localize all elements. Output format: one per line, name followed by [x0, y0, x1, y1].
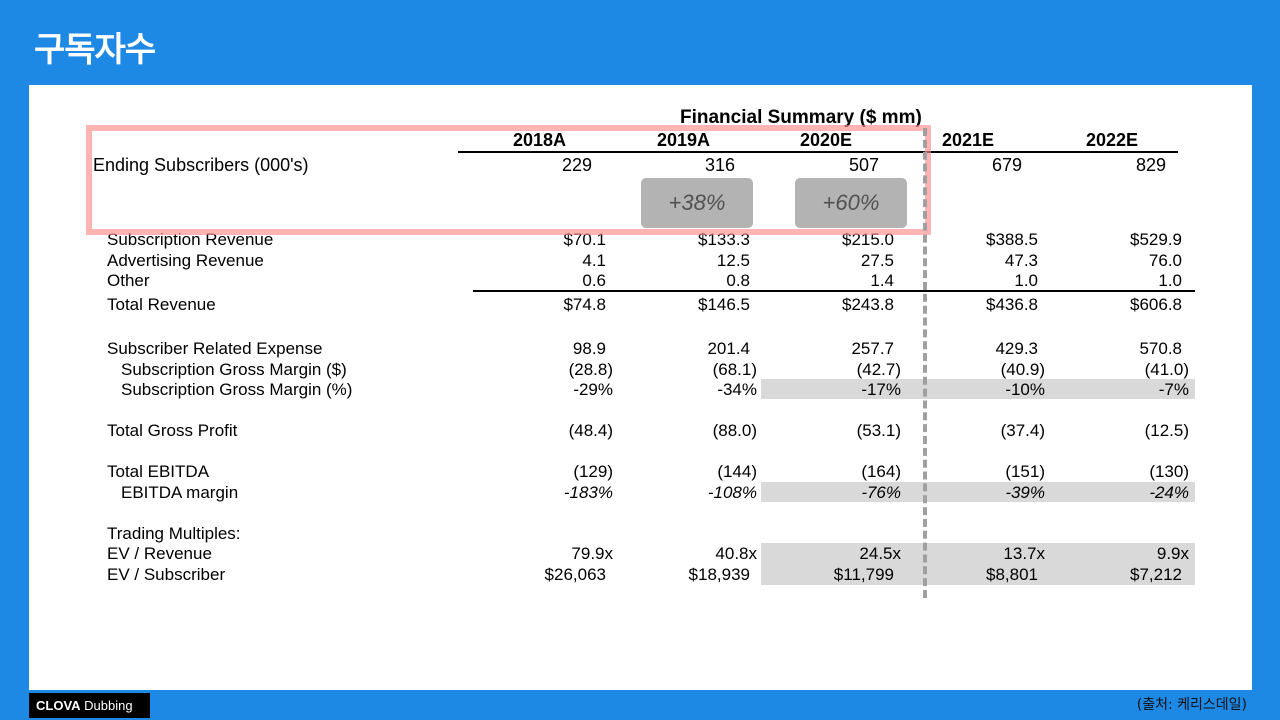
cell: (37.4) — [1000, 421, 1045, 440]
row-label-ebitda-margin: EBITDA margin — [121, 483, 239, 502]
cell: -34% — [717, 380, 757, 399]
cell: 570.8 — [1139, 339, 1182, 358]
row-label-ev-subscriber: EV / Subscriber — [107, 565, 226, 584]
row-label-total-ebitda: Total EBITDA — [107, 462, 210, 481]
row-label-total-revenue: Total Revenue — [107, 295, 216, 314]
cell: $529.9 — [1130, 230, 1182, 249]
cell: (40.9) — [1000, 360, 1045, 379]
shade-ev-multiples — [761, 543, 1195, 585]
cell: 0.8 — [726, 271, 750, 290]
cell: 12.5 — [716, 251, 750, 270]
cell: -76% — [861, 483, 901, 502]
cell: (130) — [1149, 462, 1189, 481]
row-label-advertising-revenue: Advertising Revenue — [107, 251, 264, 270]
growth-badge-2019: +38% — [641, 178, 753, 228]
cell: -183% — [563, 483, 613, 502]
row-label-gross-margin-pct: Subscription Gross Margin (%) — [121, 380, 353, 399]
cell: $146.5 — [698, 295, 750, 314]
cell: 27.5 — [860, 251, 894, 270]
cell: (28.8) — [568, 360, 613, 379]
cell: $606.8 — [1130, 295, 1182, 314]
cell: 257.7 — [851, 339, 894, 358]
subscribers-2018a: 229 — [561, 155, 592, 175]
total-revenue-rule — [473, 290, 1195, 292]
cell: -108% — [707, 483, 757, 502]
subscribers-2021e: 679 — [991, 155, 1022, 175]
cell: $436.8 — [986, 295, 1038, 314]
cell: (151) — [1005, 462, 1045, 481]
year-header-2020e: 2020E — [799, 130, 852, 150]
subscribers-2022e: 829 — [1135, 155, 1166, 175]
cell: (129) — [573, 462, 613, 481]
cell: $18,939 — [688, 565, 750, 584]
cell: -17% — [861, 380, 901, 399]
slide-title: 구독자수 — [34, 30, 156, 70]
cell: $11,799 — [833, 565, 894, 584]
cell: 1.0 — [1158, 271, 1182, 290]
forecast-divider — [923, 128, 927, 598]
year-header-2021e: 2021E — [941, 130, 994, 150]
shade-ebitda-margin — [761, 482, 1195, 502]
cell: -29% — [573, 380, 613, 399]
cell: 13.7x — [1003, 544, 1045, 563]
year-header-2019a: 2019A — [656, 130, 710, 150]
cell: (12.5) — [1144, 421, 1189, 440]
cell: (48.4) — [568, 421, 613, 440]
logo-product: Dubbing — [84, 698, 133, 713]
cell: (41.0) — [1144, 360, 1189, 379]
cell: -39% — [1005, 483, 1045, 502]
row-label-ev-revenue: EV / Revenue — [107, 544, 212, 563]
subscribers-2020e: 507 — [848, 155, 879, 175]
cell: (42.7) — [856, 360, 901, 379]
cell: -10% — [1005, 380, 1045, 399]
highlight-box — [86, 125, 931, 235]
cell: 9.9x — [1156, 544, 1189, 563]
cell: $388.5 — [986, 230, 1038, 249]
cell: -24% — [1149, 483, 1189, 502]
ending-subscribers-label: Ending Subscribers (000's) — [93, 155, 309, 175]
shade-gross-margin-pct — [761, 379, 1195, 399]
cell: 98.9 — [572, 339, 606, 358]
cell: 79.9x — [571, 544, 613, 563]
row-label-trading-multiples: Trading Multiples: — [107, 524, 241, 543]
cell: 4.1 — [582, 251, 606, 270]
cell: $74.8 — [563, 295, 606, 314]
subscribers-2019a: 316 — [704, 155, 735, 175]
cell: (53.1) — [856, 421, 901, 440]
row-label-total-gross-profit: Total Gross Profit — [107, 421, 238, 440]
cell: (164) — [861, 462, 901, 481]
cell: (68.1) — [712, 360, 757, 379]
cell: $26,063 — [544, 565, 606, 584]
cell: 429.3 — [995, 339, 1038, 358]
year-header-2022e: 2022E — [1085, 130, 1138, 150]
cell: 1.0 — [1014, 271, 1038, 290]
row-label-subscriber-related-expense: Subscriber Related Expense — [107, 339, 323, 358]
year-header-2018a: 2018A — [512, 130, 566, 150]
growth-badge-2020: +60% — [795, 178, 907, 228]
cell: 40.8x — [715, 544, 757, 563]
cell: 201.4 — [707, 339, 750, 358]
cell: 76.0 — [1148, 251, 1182, 270]
cell: 0.6 — [582, 271, 606, 290]
cell: (144) — [717, 462, 757, 481]
cell: $8,801 — [986, 565, 1038, 584]
cell: -7% — [1158, 380, 1189, 399]
cell: $243.8 — [842, 295, 894, 314]
row-label-gross-margin-dollar: Subscription Gross Margin ($) — [121, 360, 347, 379]
cell: (88.0) — [712, 421, 757, 440]
clova-dubbing-logo: CLOVA Dubbing — [29, 693, 150, 718]
cell: 1.4 — [870, 271, 894, 290]
source-note: (출처: 케리스데일) — [1136, 697, 1247, 713]
logo-brand: CLOVA — [36, 698, 81, 713]
cell: 47.3 — [1004, 251, 1038, 270]
row-label-other: Other — [107, 271, 150, 290]
cell: $7,212 — [1130, 565, 1182, 584]
header-underline — [458, 151, 1178, 153]
cell: 24.5x — [859, 544, 901, 563]
table-title: Financial Summary ($ mm) — [680, 107, 922, 128]
